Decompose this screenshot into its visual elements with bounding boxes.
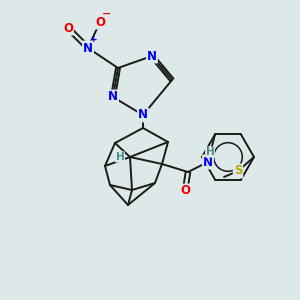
- Text: N: N: [138, 109, 148, 122]
- Text: N: N: [147, 50, 157, 62]
- Text: O: O: [63, 22, 73, 34]
- Text: −: −: [102, 9, 112, 19]
- Text: H: H: [116, 152, 124, 162]
- Text: N: N: [203, 155, 213, 169]
- Text: S: S: [234, 164, 242, 178]
- Text: +: +: [90, 35, 98, 44]
- Text: O: O: [95, 16, 105, 28]
- Text: O: O: [180, 184, 190, 197]
- Text: N: N: [83, 41, 93, 55]
- Text: H: H: [206, 147, 214, 157]
- Text: N: N: [108, 91, 118, 103]
